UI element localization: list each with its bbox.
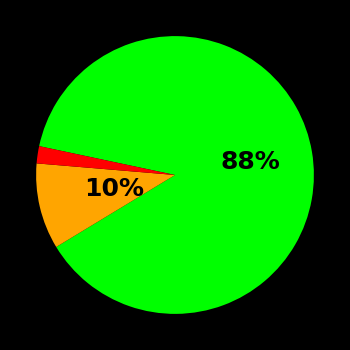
Text: 10%: 10% — [84, 177, 144, 201]
Wedge shape — [36, 163, 175, 247]
Wedge shape — [37, 146, 175, 175]
Text: 88%: 88% — [220, 150, 280, 174]
Wedge shape — [39, 36, 314, 314]
